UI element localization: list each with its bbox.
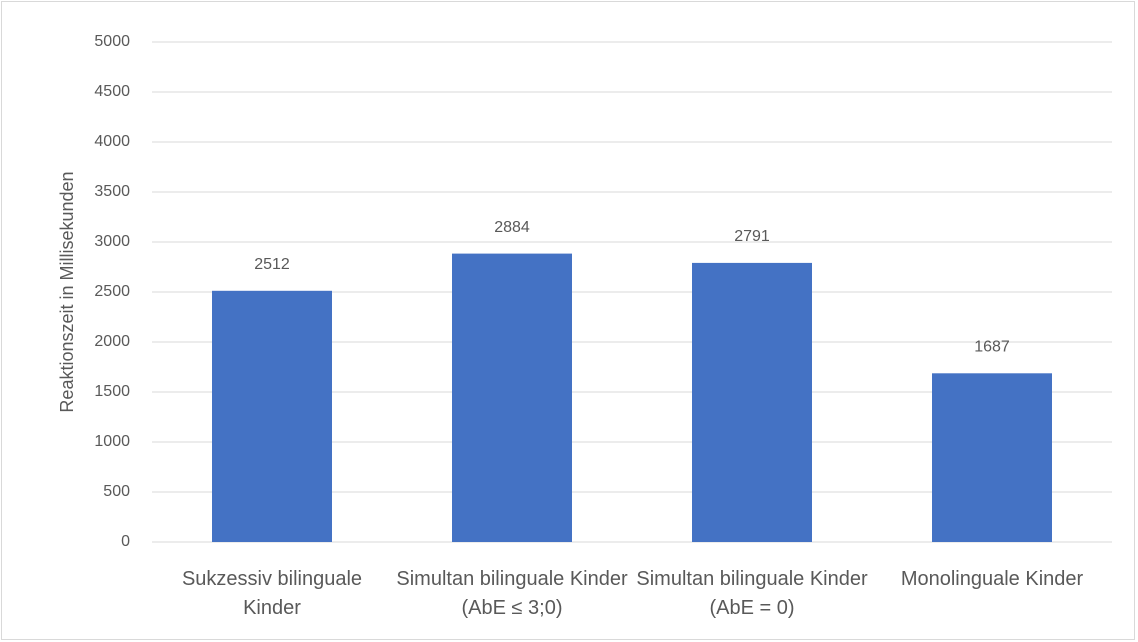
y-tick-label: 1000	[94, 433, 130, 450]
data-label: 2884	[494, 219, 530, 236]
y-tick-label: 3500	[94, 183, 130, 200]
data-label: 2791	[734, 228, 770, 245]
bar	[452, 253, 572, 542]
x-tick-label: Monolinguale Kinder	[900, 568, 1084, 590]
y-tick-label: 0	[121, 533, 130, 550]
y-tick-label: 2500	[94, 283, 130, 300]
x-tick-label: Simultan bilinguale Kinder (AbE = 0)	[636, 568, 868, 619]
data-label: 1687	[974, 339, 1010, 356]
y-axis-label: Reaktionszeit in Millisekunden	[57, 171, 77, 412]
bar	[692, 262, 812, 542]
y-tick-label: 3000	[94, 233, 130, 250]
bar	[212, 290, 332, 542]
x-tick-label: Simultan bilinguale Kinder (AbE ≤ 3;0)	[396, 568, 628, 619]
x-tick-label: Sukzessiv bilinguale Kinder	[181, 568, 363, 619]
y-tick-label: 2000	[94, 333, 130, 350]
y-tick-label: 500	[103, 483, 130, 500]
y-tick-label: 4000	[94, 133, 130, 150]
y-tick-label: 1500	[94, 383, 130, 400]
data-label: 2512	[254, 256, 290, 273]
bar	[932, 373, 1052, 542]
y-tick-label: 4500	[94, 83, 130, 100]
y-tick-label: 5000	[94, 33, 130, 50]
